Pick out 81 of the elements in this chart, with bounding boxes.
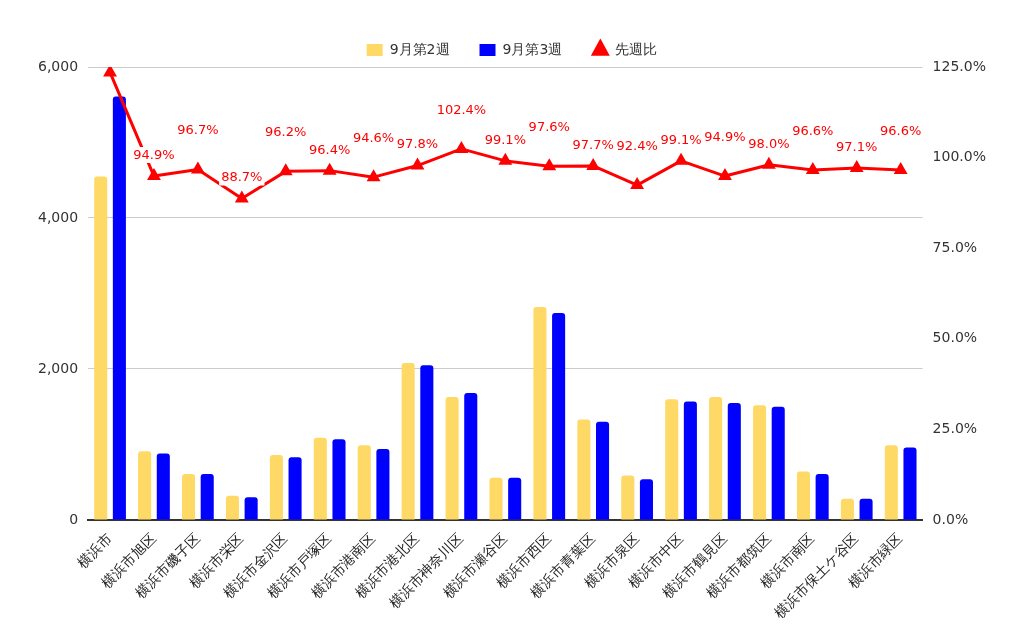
point bbox=[719, 169, 731, 181]
y2-tick-label: 50.0% bbox=[932, 329, 978, 346]
bar bbox=[138, 451, 152, 520]
data-label: 102.4% bbox=[436, 101, 487, 117]
bar bbox=[269, 455, 283, 520]
data-label: 96.4% bbox=[309, 141, 351, 157]
bar bbox=[596, 421, 610, 520]
data-label: 99.1% bbox=[660, 131, 702, 147]
point bbox=[148, 169, 160, 181]
bar bbox=[156, 453, 170, 520]
data-label: 97.1% bbox=[836, 138, 878, 154]
bar bbox=[727, 402, 741, 520]
y2-tick-label: 75.0% bbox=[932, 238, 978, 255]
y-tick-label: 2,000 bbox=[37, 359, 79, 376]
bar bbox=[665, 399, 679, 520]
bar bbox=[903, 447, 917, 520]
bar bbox=[552, 313, 566, 520]
bar bbox=[683, 401, 697, 520]
data-label: 99.1% bbox=[484, 131, 526, 147]
bar bbox=[376, 448, 390, 520]
data-label: 97.7% bbox=[572, 136, 614, 152]
y2-tick-label: 25.0% bbox=[932, 419, 978, 436]
point bbox=[104, 67, 116, 77]
bar bbox=[508, 477, 522, 520]
data-label: 98.0% bbox=[748, 135, 790, 151]
point bbox=[806, 163, 819, 174]
bar bbox=[182, 473, 196, 520]
data-label: 97.6% bbox=[528, 119, 570, 135]
point bbox=[279, 164, 292, 176]
y-tick-label: 4,000 bbox=[37, 208, 79, 225]
y-tick-label: 0 bbox=[69, 510, 79, 527]
data-label: 96.6% bbox=[880, 122, 922, 138]
bar bbox=[112, 96, 126, 520]
bar bbox=[815, 473, 829, 520]
point bbox=[455, 142, 468, 153]
point bbox=[894, 163, 907, 174]
data-label: 94.9% bbox=[133, 146, 175, 162]
bar bbox=[313, 437, 327, 520]
y2-tick-label: 0.0% bbox=[932, 510, 969, 527]
bar bbox=[840, 498, 854, 520]
legend-label: 9月第3週 bbox=[502, 40, 563, 57]
y2-tick-label: 125.0% bbox=[932, 57, 987, 74]
bar bbox=[244, 497, 258, 520]
y-tick-label: 6,000 bbox=[37, 57, 79, 74]
bar bbox=[533, 307, 547, 520]
legend-label: 先週比 bbox=[615, 40, 658, 57]
bar bbox=[225, 495, 240, 520]
bar bbox=[288, 457, 302, 520]
bar bbox=[445, 396, 459, 520]
bar bbox=[332, 439, 346, 520]
bar bbox=[401, 362, 415, 520]
bar bbox=[94, 176, 108, 520]
point bbox=[631, 178, 643, 190]
data-label: 92.4% bbox=[616, 138, 658, 153]
data-label: 94.6% bbox=[352, 130, 395, 146]
data-label: 96.6% bbox=[792, 122, 834, 138]
point bbox=[367, 170, 380, 182]
bar bbox=[621, 475, 635, 520]
data-label: 96.2% bbox=[265, 124, 307, 140]
bar bbox=[200, 473, 214, 520]
bar bbox=[859, 498, 873, 520]
legend-label: 9月第2週 bbox=[389, 40, 450, 57]
bar bbox=[489, 477, 503, 520]
bar bbox=[771, 406, 785, 520]
bar bbox=[709, 396, 723, 520]
point bbox=[850, 161, 863, 173]
y2-tick-label: 100.0% bbox=[932, 148, 987, 165]
bar bbox=[357, 445, 371, 520]
bar bbox=[753, 405, 767, 520]
data-label: 97.8% bbox=[396, 136, 439, 152]
data-label: 88.7% bbox=[221, 169, 263, 185]
bar bbox=[464, 393, 478, 520]
bar bbox=[577, 419, 591, 520]
point bbox=[543, 159, 556, 171]
point bbox=[587, 159, 600, 170]
bar bbox=[884, 445, 898, 520]
data-label: 96.7% bbox=[177, 122, 219, 138]
bar bbox=[639, 479, 653, 520]
data-label: 94.9% bbox=[704, 128, 746, 144]
bar bbox=[796, 471, 811, 520]
bar bbox=[420, 365, 434, 520]
